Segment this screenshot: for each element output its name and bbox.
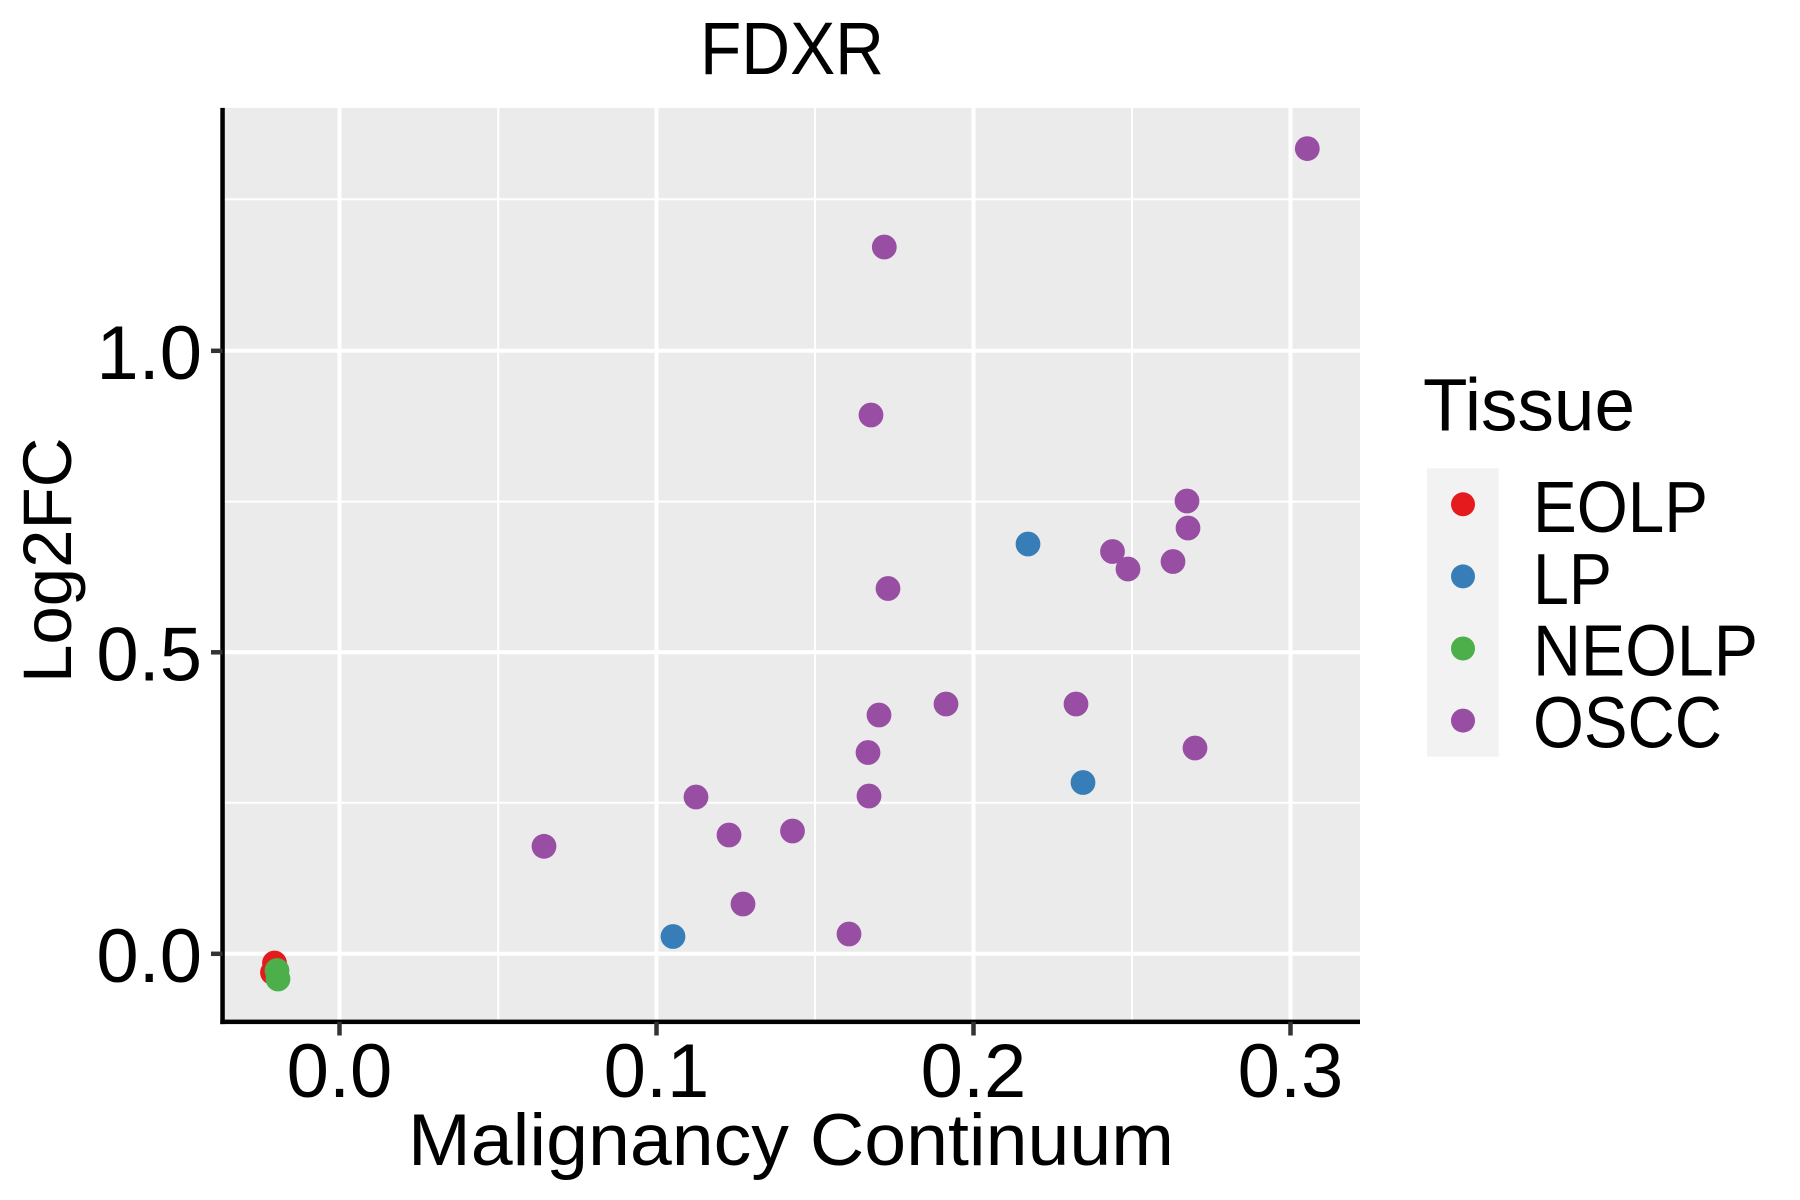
svg-text:NEOLP: NEOLP [1533, 612, 1758, 692]
svg-text:0.5: 0.5 [96, 612, 202, 697]
svg-text:Log2FC: Log2FC [9, 438, 86, 683]
svg-text:1.0: 1.0 [96, 311, 202, 396]
svg-text:Tissue: Tissue [1423, 364, 1635, 447]
svg-text:0.0: 0.0 [287, 1029, 393, 1114]
svg-text:OSCC: OSCC [1533, 683, 1722, 763]
svg-text:EOLP: EOLP [1533, 468, 1708, 548]
svg-text:Malignancy Continuum: Malignancy Continuum [408, 1100, 1174, 1181]
svg-text:0.3: 0.3 [1238, 1029, 1344, 1114]
svg-text:FDXR: FDXR [700, 7, 884, 90]
svg-text:LP: LP [1533, 540, 1612, 620]
svg-text:0.0: 0.0 [96, 914, 202, 999]
svg-text:0.2: 0.2 [921, 1029, 1027, 1114]
svg-text:0.1: 0.1 [604, 1029, 710, 1114]
